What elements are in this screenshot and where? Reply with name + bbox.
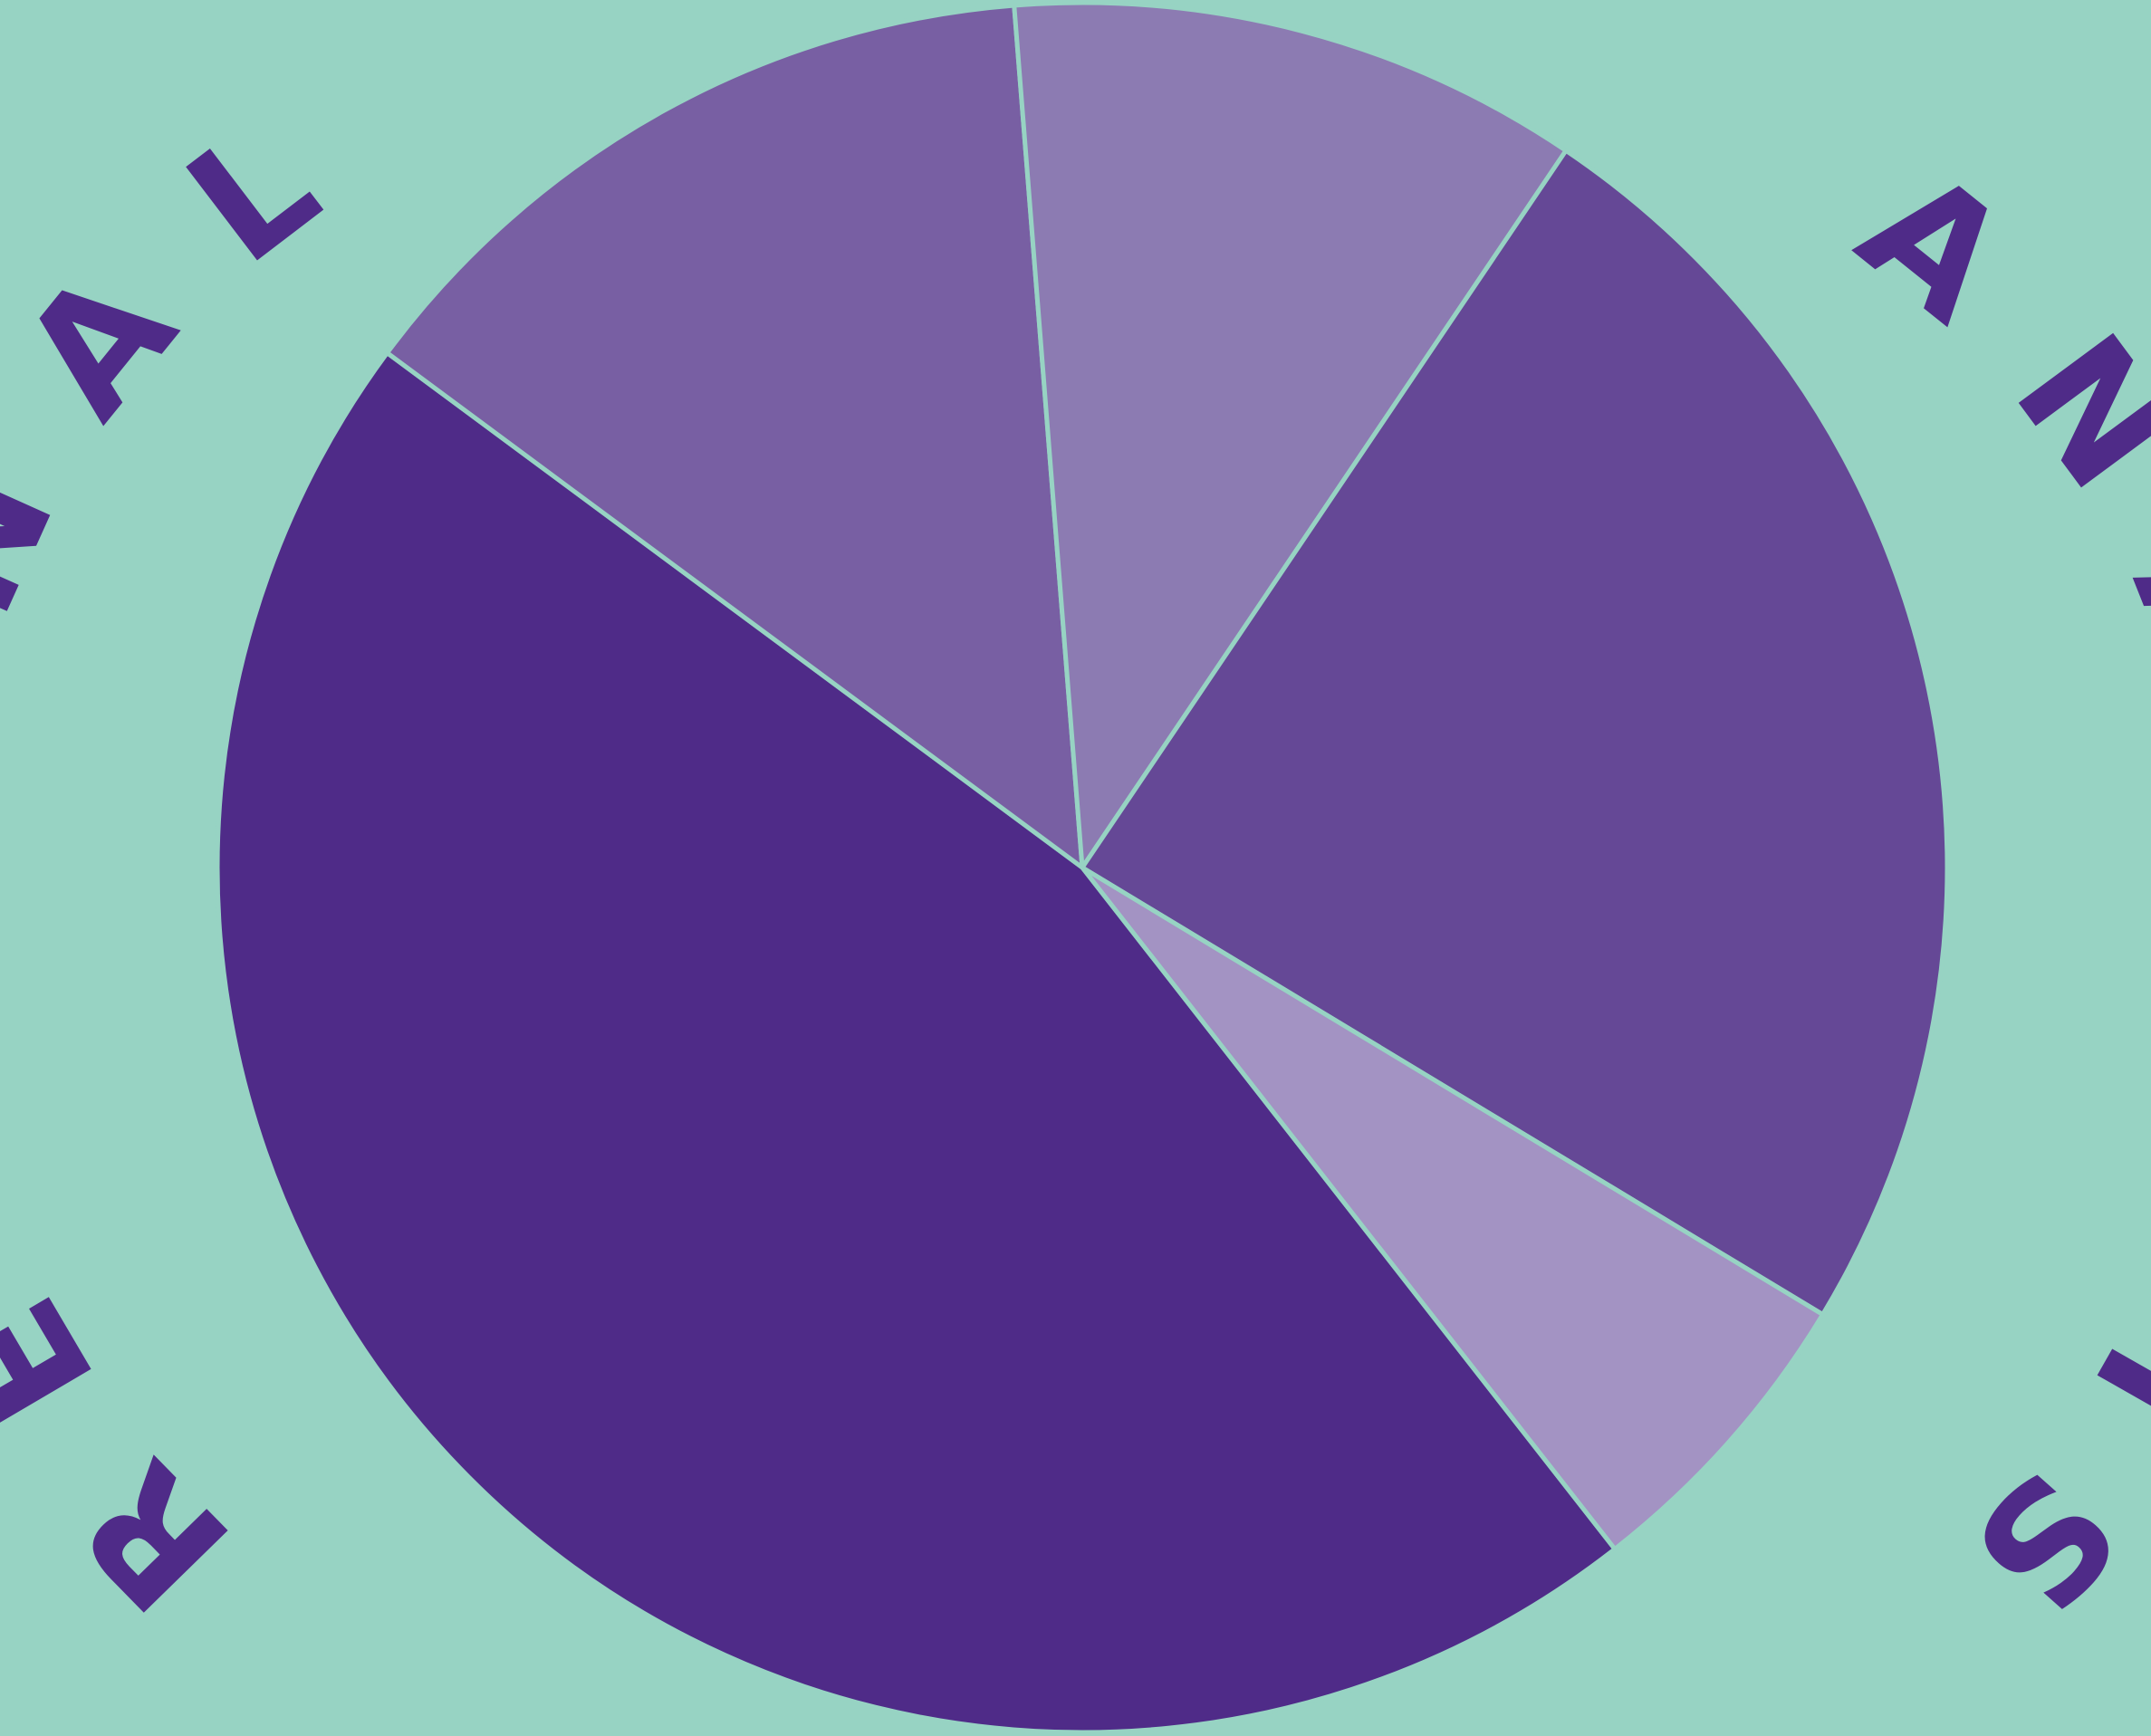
pie-slice-2 (385, 3, 1085, 870)
pie-slice-3 (1012, 0, 1569, 870)
pie-slice-1 (215, 350, 1618, 1735)
pie-slice-5 (1080, 865, 1826, 1552)
pie-slices (215, 0, 1950, 1735)
pie-slice-4 (1080, 148, 1950, 1318)
